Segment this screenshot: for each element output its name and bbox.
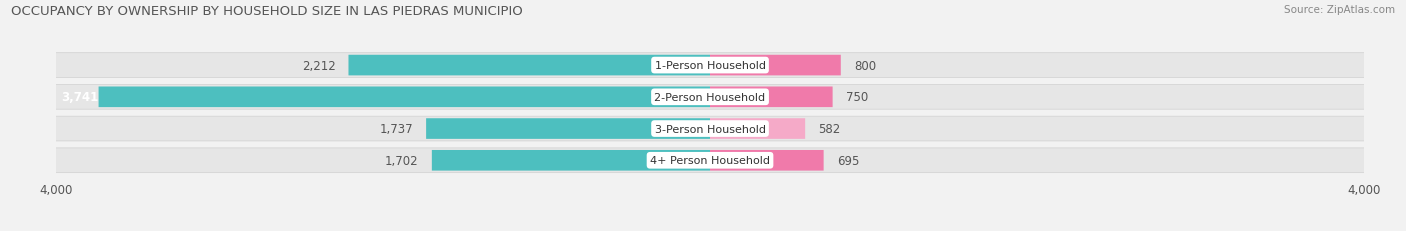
Text: 582: 582 — [818, 122, 841, 135]
Text: OCCUPANCY BY OWNERSHIP BY HOUSEHOLD SIZE IN LAS PIEDRAS MUNICIPIO: OCCUPANCY BY OWNERSHIP BY HOUSEHOLD SIZE… — [11, 5, 523, 18]
Text: Source: ZipAtlas.com: Source: ZipAtlas.com — [1284, 5, 1395, 15]
Text: 3-Person Household: 3-Person Household — [655, 124, 765, 134]
Text: 750: 750 — [845, 91, 868, 104]
Text: 1,702: 1,702 — [385, 154, 419, 167]
Text: 4+ Person Household: 4+ Person Household — [650, 156, 770, 166]
Text: 2,212: 2,212 — [302, 59, 336, 72]
FancyBboxPatch shape — [98, 87, 710, 108]
Text: 3,741: 3,741 — [60, 91, 98, 104]
FancyBboxPatch shape — [710, 87, 832, 108]
FancyBboxPatch shape — [710, 55, 841, 76]
FancyBboxPatch shape — [710, 119, 806, 139]
FancyBboxPatch shape — [48, 148, 1372, 173]
Text: 1,737: 1,737 — [380, 122, 413, 135]
FancyBboxPatch shape — [48, 85, 1372, 110]
Text: 1-Person Household: 1-Person Household — [655, 61, 765, 71]
FancyBboxPatch shape — [48, 53, 1372, 78]
FancyBboxPatch shape — [48, 117, 1372, 141]
FancyBboxPatch shape — [349, 55, 710, 76]
FancyBboxPatch shape — [426, 119, 710, 139]
FancyBboxPatch shape — [432, 150, 710, 171]
Text: 695: 695 — [837, 154, 859, 167]
Text: 2-Person Household: 2-Person Household — [654, 92, 766, 102]
FancyBboxPatch shape — [710, 150, 824, 171]
Text: 800: 800 — [853, 59, 876, 72]
